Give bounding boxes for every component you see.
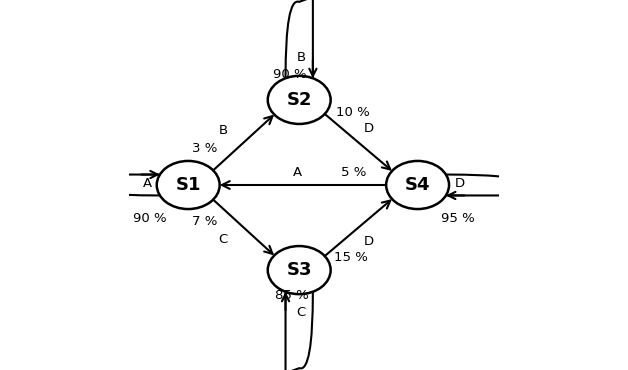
- Ellipse shape: [157, 161, 220, 209]
- Ellipse shape: [268, 76, 331, 124]
- Text: 3 %: 3 %: [192, 142, 217, 155]
- Text: 15 %: 15 %: [334, 250, 368, 264]
- Text: B: B: [296, 51, 306, 64]
- Ellipse shape: [386, 161, 449, 209]
- Text: S3: S3: [286, 261, 312, 279]
- Text: 95 %: 95 %: [441, 212, 475, 225]
- Text: A: A: [143, 176, 152, 190]
- Text: S4: S4: [405, 176, 430, 194]
- Text: C: C: [296, 306, 306, 319]
- Text: D: D: [364, 235, 374, 248]
- Text: 85 %: 85 %: [275, 289, 309, 302]
- Text: 10 %: 10 %: [336, 106, 370, 120]
- Text: 90 %: 90 %: [273, 68, 306, 81]
- Text: 7 %: 7 %: [192, 215, 217, 228]
- Ellipse shape: [268, 246, 331, 294]
- Text: S1: S1: [175, 176, 201, 194]
- Text: B: B: [219, 124, 228, 137]
- Text: S2: S2: [286, 91, 312, 109]
- Text: A: A: [293, 165, 302, 179]
- Text: 90 %: 90 %: [133, 212, 166, 225]
- Text: D: D: [455, 176, 465, 190]
- Text: C: C: [219, 233, 228, 246]
- Text: D: D: [364, 122, 374, 135]
- Text: 5 %: 5 %: [341, 165, 366, 179]
